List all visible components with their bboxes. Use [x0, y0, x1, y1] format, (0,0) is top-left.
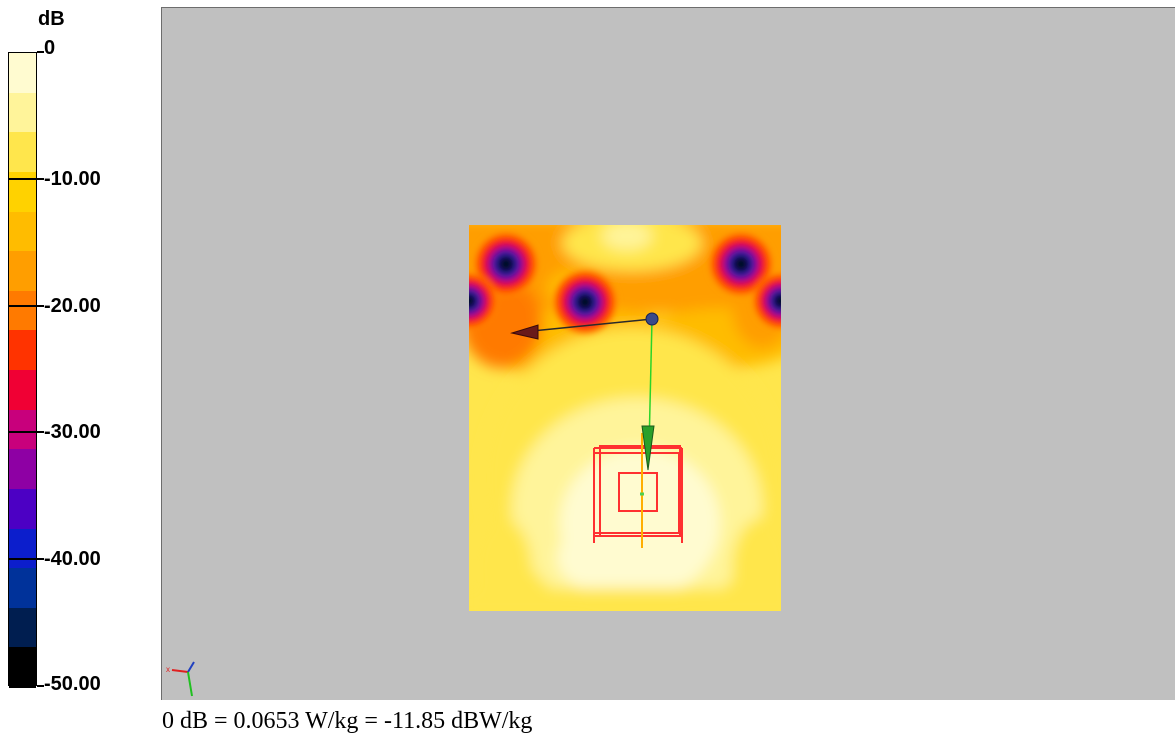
axis-triad-icon: x	[166, 661, 195, 697]
colorbar-tick	[37, 685, 44, 687]
colorbar-band	[9, 488, 36, 529]
colorbar-band	[9, 132, 36, 173]
colorbar-unit-label: dB	[38, 8, 65, 30]
colorbar-band	[9, 330, 36, 371]
colorbar-band	[9, 53, 36, 94]
colorbar-band	[9, 607, 36, 648]
colorbar-tick	[8, 431, 44, 434]
colorbar-tick-label: -40.00	[44, 548, 101, 571]
colorbar-band	[9, 528, 36, 569]
colorbar-band	[9, 251, 36, 292]
colorbar-band	[9, 290, 36, 331]
colorbar-tick	[8, 177, 44, 180]
colorbar-band	[9, 568, 36, 609]
colorbar-tick-label: -50.00	[44, 673, 101, 695]
colorbar-tick-label: -30.00	[44, 421, 101, 444]
colorbar-tick-label: -10.00	[44, 167, 101, 190]
colorbar-band	[9, 449, 36, 490]
colorbar-band	[9, 647, 36, 688]
device-coil-outline	[593, 445, 683, 543]
probe-axes-indicator	[510, 312, 659, 471]
colorbar-tick	[8, 304, 44, 307]
field-view: x	[166, 225, 781, 697]
colorbar-band	[9, 409, 36, 450]
colorbar-band	[9, 92, 36, 133]
colorbar-tick	[37, 51, 44, 53]
svg-text:x: x	[166, 665, 170, 674]
reference-level-caption: 0 dB = 0.0653 W/kg = -11.85 dBW/kg	[162, 708, 533, 734]
colorbar-band	[9, 370, 36, 411]
colorbar-tick-label: 0	[44, 37, 56, 59]
colorbar-band	[9, 211, 36, 252]
probe-path	[640, 433, 644, 548]
3d-viewport[interactable]: x	[161, 7, 1175, 700]
colorbar-tick-label: -20.00	[44, 294, 101, 317]
sar-distribution-plate	[469, 225, 781, 611]
colorbar	[8, 52, 37, 688]
colorbar-tick	[8, 558, 44, 561]
